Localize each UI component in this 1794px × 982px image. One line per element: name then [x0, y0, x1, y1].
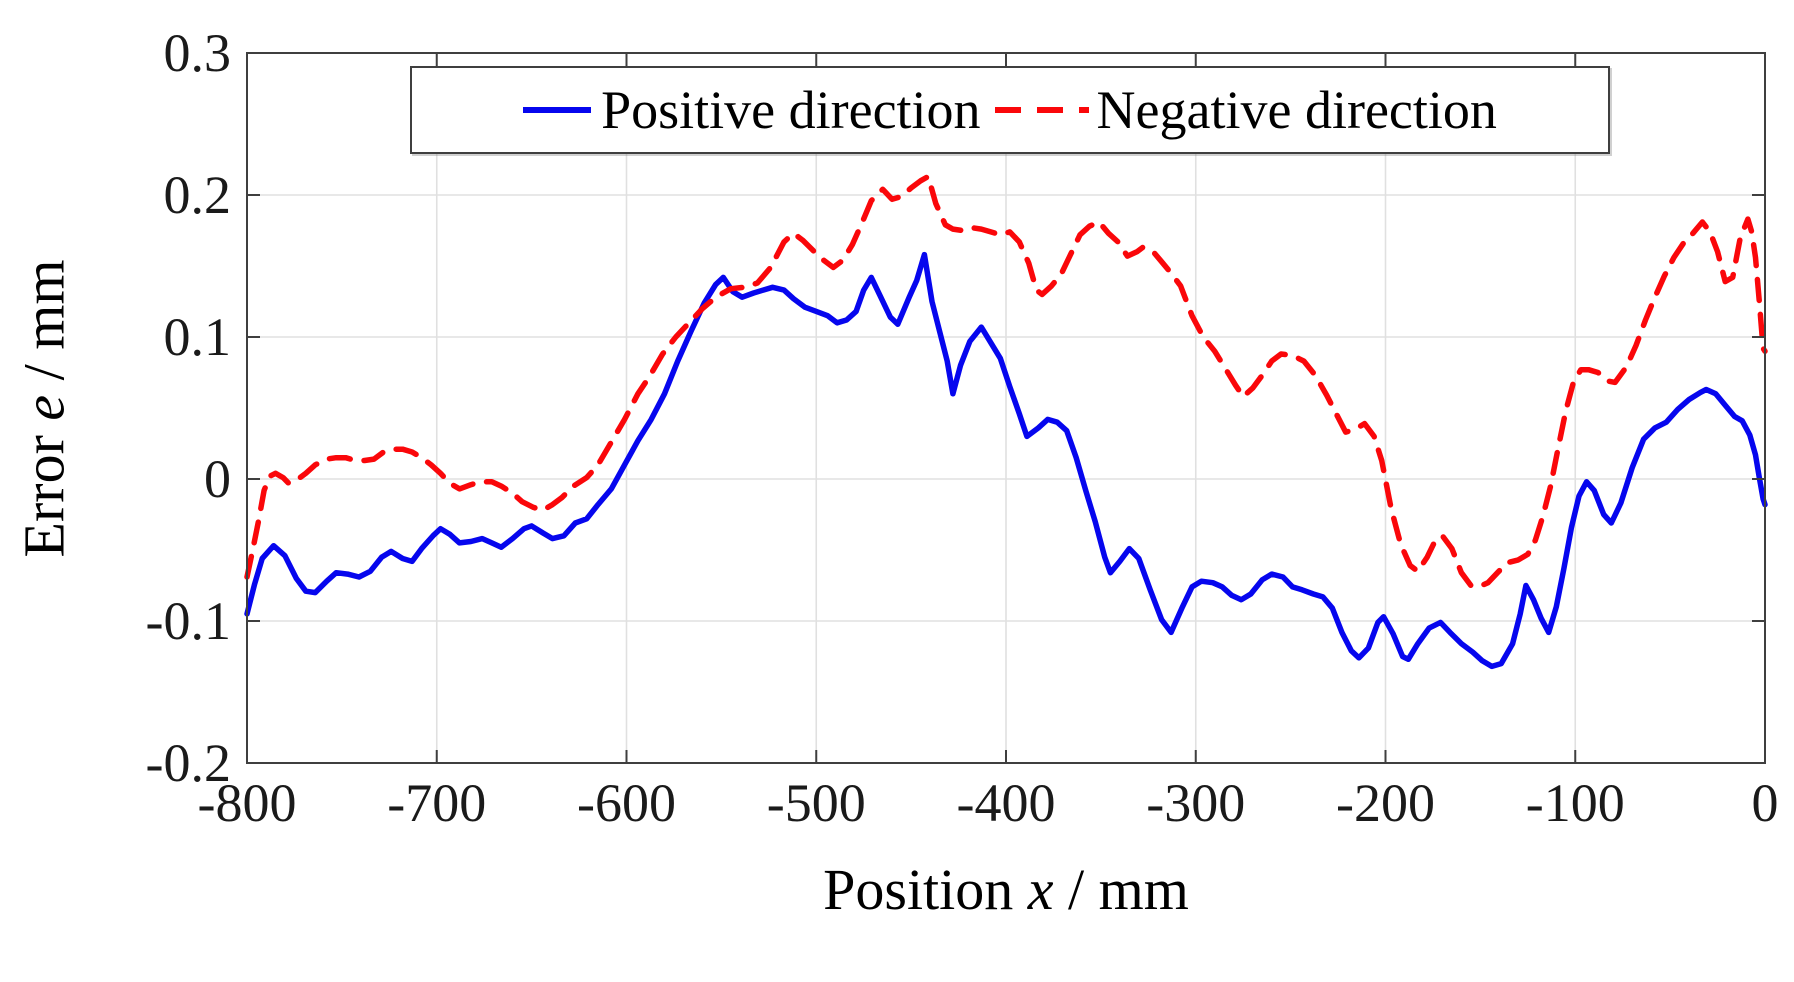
- x-tick-label: -400: [957, 773, 1056, 833]
- x-tick-labels: -800 -700 -600 -500 -400 -300 -200 -100 0: [198, 773, 1779, 833]
- y-tick-label: 0: [204, 449, 231, 509]
- x-axis-title-var: x: [1027, 857, 1054, 922]
- legend-label-positive: Positive direction: [601, 80, 981, 140]
- y-axis-title: Error e / mm: [11, 99, 78, 719]
- y-tick-labels: 0.3 0.2 0.1 0 -0.1 -0.2: [146, 23, 231, 793]
- x-tick-label: -100: [1526, 773, 1625, 833]
- y-tick-label: 0.3: [164, 23, 232, 83]
- x-tick-label: -600: [577, 773, 676, 833]
- legend: Positive direction Negative direction: [410, 66, 1610, 154]
- x-tick-label: -200: [1336, 773, 1435, 833]
- tick-marks: [246, 52, 1766, 764]
- legend-line-positive-icon: [523, 107, 592, 113]
- series-lines: [244, 173, 1768, 670]
- x-axis-title-pre: Position: [823, 857, 1028, 922]
- legend-label-negative: Negative direction: [1096, 80, 1497, 140]
- y-axis-title-var: e: [11, 394, 77, 421]
- legend-line-negative-icon: [994, 107, 1089, 113]
- y-axis-title-post: / mm: [11, 259, 77, 395]
- x-axis-title-post: / mm: [1053, 857, 1189, 922]
- grid-lines: [247, 53, 1765, 763]
- x-axis-title: Position x / mm: [247, 856, 1765, 923]
- x-tick-label: 0: [1752, 773, 1779, 833]
- y-tick-label: -0.1: [146, 591, 231, 651]
- series-negative-line: [244, 173, 1768, 590]
- y-axis-title-pre: Error: [11, 420, 77, 558]
- y-tick-label: -0.2: [146, 733, 231, 793]
- x-tick-label: -800: [198, 773, 297, 833]
- x-tick-label: -700: [387, 773, 486, 833]
- x-tick-label: -300: [1146, 773, 1245, 833]
- y-tick-label: 0.2: [164, 165, 232, 225]
- y-tick-label: 0.1: [164, 307, 232, 367]
- series-positive-line: [244, 251, 1768, 670]
- x-tick-label: -500: [767, 773, 866, 833]
